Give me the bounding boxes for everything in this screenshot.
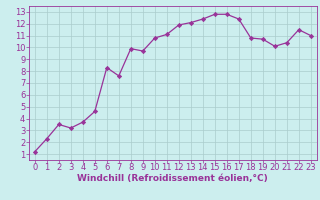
X-axis label: Windchill (Refroidissement éolien,°C): Windchill (Refroidissement éolien,°C) — [77, 174, 268, 183]
